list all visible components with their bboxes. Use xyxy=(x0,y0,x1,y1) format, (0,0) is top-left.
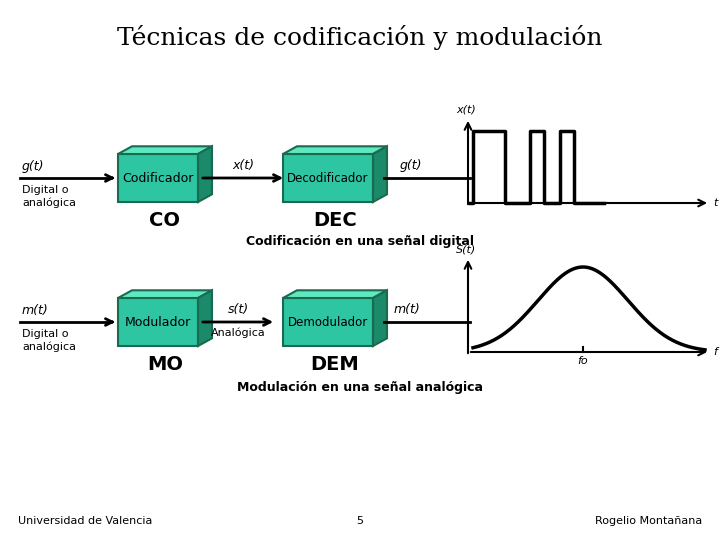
Text: g(t): g(t) xyxy=(22,160,45,173)
Text: DEC: DEC xyxy=(313,211,357,229)
Text: CO: CO xyxy=(150,211,181,229)
Text: 5: 5 xyxy=(356,516,364,526)
Text: m(t): m(t) xyxy=(394,303,420,316)
Text: Analógica: Analógica xyxy=(211,327,266,338)
Text: Modulador: Modulador xyxy=(125,315,191,328)
Polygon shape xyxy=(283,298,373,346)
Polygon shape xyxy=(118,291,212,298)
Polygon shape xyxy=(198,291,212,346)
Text: S(t): S(t) xyxy=(456,244,476,254)
Polygon shape xyxy=(118,154,198,202)
Text: Universidad de Valencia: Universidad de Valencia xyxy=(18,516,153,526)
Text: Digital o
analógica: Digital o analógica xyxy=(22,185,76,208)
Text: Digital o
analógica: Digital o analógica xyxy=(22,329,76,352)
Polygon shape xyxy=(283,291,387,298)
Text: f: f xyxy=(713,347,717,357)
Polygon shape xyxy=(118,298,198,346)
Text: s(t): s(t) xyxy=(228,303,248,316)
Polygon shape xyxy=(373,146,387,202)
Text: Decodificador: Decodificador xyxy=(287,172,369,185)
Text: DEM: DEM xyxy=(310,354,359,374)
Text: t: t xyxy=(713,198,717,208)
Text: Codificación en una señal digital: Codificación en una señal digital xyxy=(246,235,474,248)
Polygon shape xyxy=(198,146,212,202)
Text: MO: MO xyxy=(147,354,183,374)
Text: g(t): g(t) xyxy=(400,159,423,172)
Polygon shape xyxy=(118,146,212,154)
Polygon shape xyxy=(283,154,373,202)
Text: fo: fo xyxy=(577,356,588,366)
Text: Modulación en una señal analógica: Modulación en una señal analógica xyxy=(237,381,483,395)
Text: Demodulador: Demodulador xyxy=(288,315,368,328)
Text: x(t): x(t) xyxy=(456,105,476,115)
Text: Rogelio Montañana: Rogelio Montañana xyxy=(595,516,702,526)
Text: x(t): x(t) xyxy=(232,159,254,172)
Text: m(t): m(t) xyxy=(22,304,49,317)
Polygon shape xyxy=(373,291,387,346)
Text: Codificador: Codificador xyxy=(122,172,194,185)
Polygon shape xyxy=(283,146,387,154)
Text: Técnicas de codificación y modulación: Técnicas de codificación y modulación xyxy=(117,25,603,50)
